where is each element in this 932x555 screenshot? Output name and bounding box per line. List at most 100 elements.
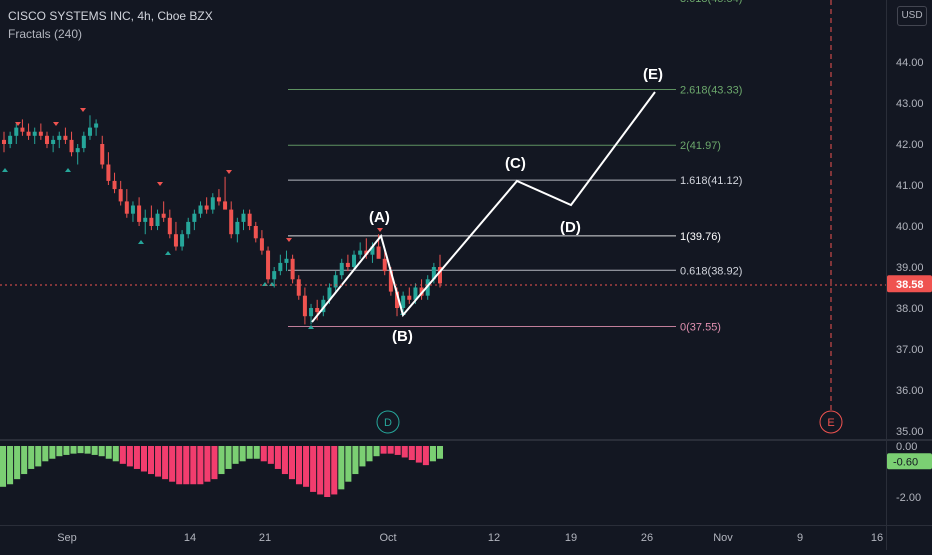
oscillator-bar [345,446,352,482]
oscillator-bar [7,446,14,485]
candle-body [259,238,264,251]
candle-body [32,131,37,136]
earnings-marker[interactable]: E [819,410,843,434]
candle-body [223,201,228,210]
oscillator-bar [253,446,260,459]
oscillator-axis[interactable]: 0.00 -2.00 -0.60 [887,441,932,504]
candle-body [425,279,430,296]
dividend-marker[interactable]: D [376,410,400,434]
candle-body [296,279,301,296]
candle-body [14,127,19,136]
price-tick-label: 44.00 [896,57,924,69]
fractal-down-marker [165,251,171,255]
candle-body [438,267,442,284]
oscillator-bar [246,446,253,459]
oscillator-bar [303,446,310,487]
oscillator-bar [49,446,56,459]
oscillator-bar [77,446,84,454]
candle-body [253,226,258,239]
fractal-up-marker [377,228,383,232]
fractal-up-marker [53,122,59,126]
fractal-up-marker [15,122,21,126]
candle-body [370,246,375,255]
price-tick-label: 42.00 [896,139,924,151]
oscillator-bar [126,446,133,467]
oscillator-bar [373,446,380,457]
oscillator-bar [288,446,295,480]
oscillator-bar [84,446,91,454]
oscillator-bar [35,446,42,467]
price-tick-label: 41.00 [896,180,924,192]
oscillator-bar [260,446,267,462]
fib-level-label: 1.618(41.12) [680,175,742,187]
price-tick-label: 43.00 [896,98,924,110]
candle-body [75,148,80,153]
candlestick-series [2,115,442,325]
candle-body [364,250,369,255]
indicator-legend[interactable]: Fractals (240) [8,27,83,41]
candle-body [161,213,166,218]
oscillator-tick-label: 0.00 [896,441,917,453]
oscillator-bar [239,446,246,462]
oscillator-bar [28,446,35,469]
oscillator-bar [232,446,239,464]
candle-body [216,197,221,202]
candle-body [284,258,289,263]
candle-body [395,291,400,308]
price-tick-label: 35.00 [896,426,924,438]
candle-body [290,258,295,280]
candle-body [100,144,105,165]
fib-level-label: 2.618(43.33) [680,84,742,96]
candle-body [376,246,381,259]
candle-body [315,308,320,313]
oscillator-bar [352,446,359,475]
oscillator-bar [317,446,324,495]
time-tick-label: 19 [565,532,577,544]
time-tick-label: Sep [57,532,77,544]
candle-body [198,205,203,214]
currency-button[interactable]: USD [897,6,927,26]
candle-body [413,287,418,300]
fib-extension-tool[interactable]: 2.618(43.33) 2(41.97) 1.618(41.12) 1(39.76)… [288,84,742,333]
oscillator-bar [14,446,21,480]
fractal-up-marker [157,182,163,186]
oscillator-bar [267,446,274,464]
price-tick-label: 40.00 [896,221,924,233]
candle-body [130,205,135,214]
oscillator-bar [394,446,401,455]
oscillator-bar [176,446,183,485]
price-tick-label: 39.00 [896,262,924,274]
candle-body [118,189,123,202]
elliott-wave-path[interactable] [311,91,656,323]
candle-body [149,217,154,226]
oscillator-bar [148,446,155,475]
time-tick-label: Oct [379,532,396,544]
candle-body [38,131,43,136]
oscillator-tick-label: -2.00 [896,492,921,504]
oscillator-bar [133,446,140,469]
oscillator-bar [422,446,429,466]
price-axis[interactable]: 44.00 43.00 42.00 41.00 40.00 39.00 38.00 37.00… [680,0,932,438]
time-axis[interactable]: Sep 14 21 Oct 12 19 26 Nov 9 16 [57,532,883,544]
candle-body [20,127,25,132]
current-price-tag [887,275,932,293]
fractal-up-marker [226,170,232,174]
candle-body [401,295,406,308]
current-price-label: 38.58 [896,279,924,291]
symbol-title[interactable]: CISCO SYSTEMS INC, 4h, Cboe BZX [8,9,213,23]
oscillator-bar [366,446,373,462]
candle-body [143,217,148,222]
pane-separator[interactable] [0,439,932,441]
candle-body [278,262,283,272]
candle-body [87,127,92,136]
oscillator-bar [169,446,176,482]
fractal-down-marker [308,325,314,329]
oscillator-bar [218,446,225,475]
candle-body [192,213,197,222]
candle-body [352,254,357,267]
fib-level-label-partial: 3.618(45.54) [680,0,742,5]
candle-body [167,217,172,235]
candle-body [358,250,363,255]
candle-body [204,205,209,210]
